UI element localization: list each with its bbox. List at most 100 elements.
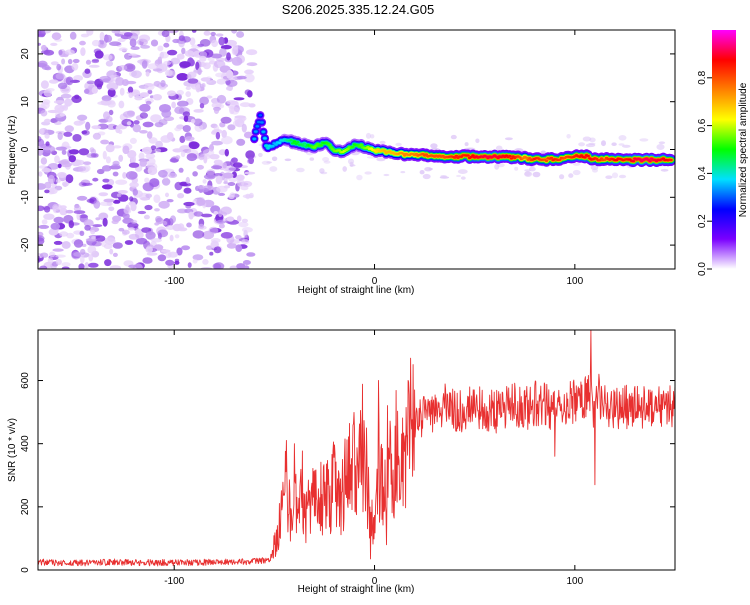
noise-speckle (243, 73, 255, 83)
noise-speckle (130, 154, 136, 164)
noise-speckle (91, 86, 99, 94)
noise-speckle (226, 216, 235, 222)
noise-speckle (55, 178, 61, 183)
noise-speckle (168, 172, 178, 178)
spectrogram-xlabel: Height of straight line (km) (298, 285, 415, 296)
noise-speckle (128, 53, 138, 57)
noise-speckle (209, 251, 214, 256)
noise-speckle (221, 136, 233, 145)
noise-speckle (183, 115, 189, 122)
noise-speckle (61, 149, 67, 155)
noise-speckle (48, 79, 59, 84)
noise-speckle (137, 38, 148, 46)
noise-speckle (53, 240, 63, 245)
noise-speckle (195, 61, 200, 71)
noise-speckle (104, 237, 116, 245)
noise-speckle (219, 48, 227, 57)
noise-speckle (68, 149, 80, 155)
noise-speckle (215, 131, 221, 140)
noise-speckle (112, 252, 118, 257)
noise-speckle (370, 134, 375, 139)
noise-speckle (450, 134, 457, 140)
noise-speckle (126, 121, 132, 126)
spectrogram-ytick-label: 10 (20, 96, 31, 108)
noise-speckle (244, 171, 256, 175)
noise-speckle (230, 106, 240, 115)
noise-speckle (60, 93, 72, 99)
noise-speckle (52, 203, 60, 212)
noise-speckle (201, 83, 206, 88)
noise-speckle (180, 150, 186, 158)
noise-speckle (161, 109, 172, 118)
noise-speckle (161, 177, 171, 186)
noise-speckle (154, 148, 162, 153)
noise-speckle (38, 136, 42, 142)
noise-speckle (174, 260, 180, 265)
noise-speckle (227, 182, 236, 186)
noise-speckle (57, 172, 67, 178)
noise-speckle (131, 70, 142, 79)
signal-ridge-blob (254, 130, 258, 133)
signal-ridge-blob (669, 158, 673, 162)
noise-speckle (174, 258, 180, 262)
noise-speckle (138, 152, 145, 160)
noise-speckle (128, 92, 134, 99)
noise-speckle (40, 109, 48, 117)
noise-speckle (323, 160, 331, 164)
noise-speckle (494, 163, 500, 170)
signal-ridge-blob (583, 156, 587, 159)
noise-speckle (242, 260, 251, 265)
noise-speckle (59, 205, 67, 210)
noise-speckle (105, 116, 113, 123)
noise-speckle (123, 63, 136, 72)
noise-speckle (38, 171, 43, 177)
noise-speckle (103, 198, 115, 203)
noise-speckle (430, 143, 438, 149)
noise-speckle (55, 146, 67, 151)
noise-speckle (104, 259, 112, 267)
noise-speckle (64, 98, 73, 106)
noise-speckle (80, 248, 86, 255)
noise-speckle (38, 235, 45, 242)
noise-speckle (284, 158, 292, 162)
noise-speckle (94, 235, 106, 242)
noise-speckle (39, 128, 45, 135)
signal-ridge-blob (466, 154, 470, 157)
noise-speckle (72, 58, 80, 64)
noise-speckle (222, 218, 227, 222)
noise-speckle (112, 242, 123, 249)
noise-speckle (55, 258, 62, 266)
signal-ridge-blob (558, 158, 562, 161)
noise-speckle (40, 157, 48, 165)
noise-speckle (210, 205, 221, 214)
noise-speckle (622, 144, 631, 148)
noise-speckle (246, 62, 258, 67)
noise-speckle (198, 223, 205, 229)
noise-speckle (188, 211, 194, 220)
noise-speckle (79, 40, 86, 46)
noise-speckle (225, 86, 232, 91)
noise-speckle (196, 198, 206, 206)
noise-speckle (309, 157, 315, 161)
noise-speckle (128, 162, 140, 168)
noise-speckle (364, 171, 372, 175)
noise-speckle (198, 153, 205, 161)
noise-speckle (495, 145, 503, 151)
noise-speckle (80, 33, 89, 38)
noise-speckle (167, 49, 178, 56)
noise-speckle (63, 131, 73, 137)
noise-speckle (105, 60, 113, 67)
noise-speckle (133, 120, 140, 125)
noise-speckle (60, 161, 72, 168)
snr-ticks: -100 0 100 0 200 400 600 (20, 330, 675, 587)
signal-ridge-blob (312, 146, 317, 149)
noise-speckle (199, 55, 207, 62)
noise-speckle (227, 124, 236, 131)
noise-speckle (248, 157, 255, 165)
noise-speckle (155, 140, 164, 149)
noise-speckle (49, 251, 56, 258)
noise-speckle (145, 71, 150, 77)
noise-speckle (356, 174, 363, 181)
noise-speckle (213, 211, 219, 215)
